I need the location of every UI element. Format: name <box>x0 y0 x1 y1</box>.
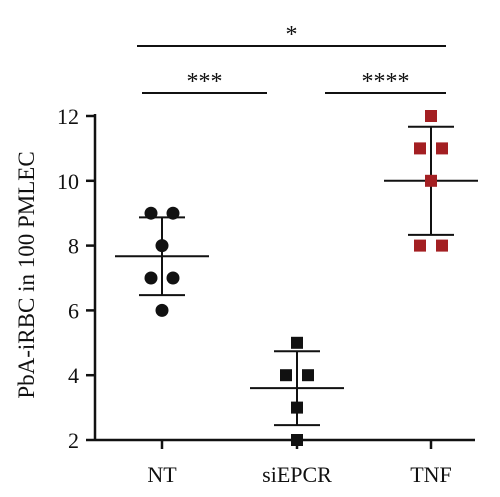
y-axis-title: PbA-iRBC in 100 PMLEC <box>14 151 39 398</box>
x-tick-label: siEPCR <box>262 462 332 487</box>
y-tick-label: 2 <box>68 428 79 453</box>
data-point <box>291 401 303 414</box>
y-tick-label: 6 <box>68 298 79 323</box>
y-tick-label: 8 <box>68 234 79 259</box>
data-point <box>436 142 448 155</box>
data-point <box>155 239 169 253</box>
data-points <box>144 110 448 446</box>
significance-brackets: *** ***** <box>137 22 446 95</box>
significance-label: *** <box>187 69 223 95</box>
x-tick-label: NT <box>147 462 177 487</box>
x-ticks: NT siEPCR TNF <box>147 440 452 487</box>
significance-label: **** <box>362 69 410 95</box>
data-point <box>144 271 158 285</box>
data-point <box>291 336 303 349</box>
axes <box>93 114 475 442</box>
data-point <box>414 142 426 155</box>
data-point <box>155 303 169 317</box>
y-tick-label: 4 <box>68 363 79 388</box>
significance-label: * <box>286 22 298 48</box>
data-point <box>425 110 437 122</box>
y-tick-label: 12 <box>57 104 79 129</box>
data-point <box>166 206 180 220</box>
y-ticks: 2 4 6 8 10 12 <box>57 104 95 453</box>
x-tick-label: TNF <box>410 462 452 487</box>
data-point <box>280 369 292 382</box>
data-point <box>425 174 437 187</box>
data-point <box>302 369 314 382</box>
data-point <box>166 271 180 285</box>
y-tick-label: 10 <box>57 169 79 194</box>
data-point <box>414 239 426 252</box>
data-point <box>291 434 303 446</box>
data-point <box>144 206 158 220</box>
data-point <box>436 239 448 252</box>
